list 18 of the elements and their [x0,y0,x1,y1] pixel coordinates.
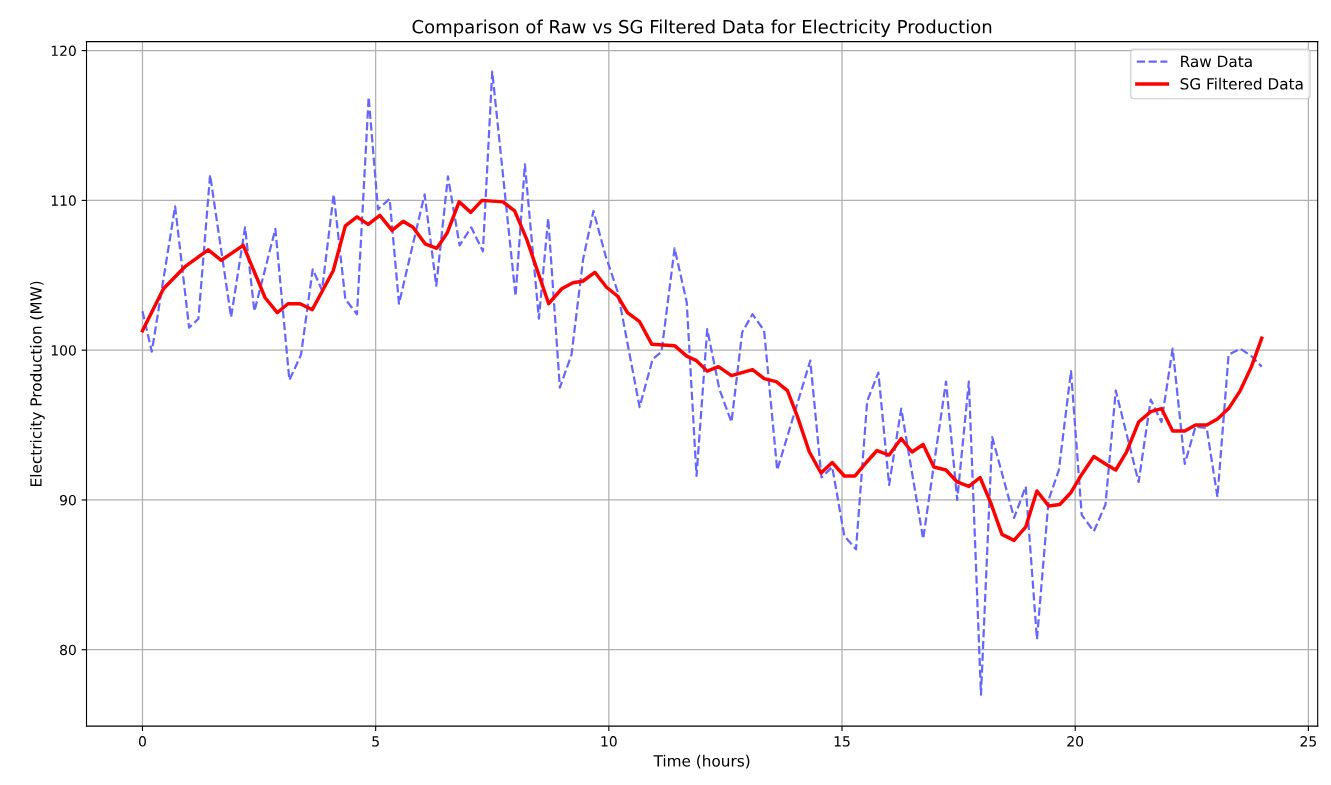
x-tick-label: 0 [138,736,146,747]
x-tick-label: 25 [1300,736,1316,747]
y-tick-label: 100 [51,345,76,356]
y-axis-title: Electricity Production (MW) [29,281,45,486]
x-tick-label: 20 [1067,736,1084,747]
legend-label: SG Filtered Data [1180,77,1303,90]
line-series [140,198,1264,543]
y-tick-label: 110 [51,195,76,206]
y-tick-label: 90 [59,494,76,506]
y-tick-label: 120 [51,45,76,57]
chart-title: Comparison of Raw vs SG Filtered Data for Electricity Production [412,19,992,38]
x-tick-label: 5 [372,736,379,747]
x-axis-title: Time (hours) [653,754,750,769]
x-tick-label: 10 [601,736,617,747]
line-series [141,70,1263,696]
x-tick-label: 15 [834,736,850,747]
legend-label: Raw Data [1181,55,1252,68]
y-tick-label: 80 [60,644,76,656]
